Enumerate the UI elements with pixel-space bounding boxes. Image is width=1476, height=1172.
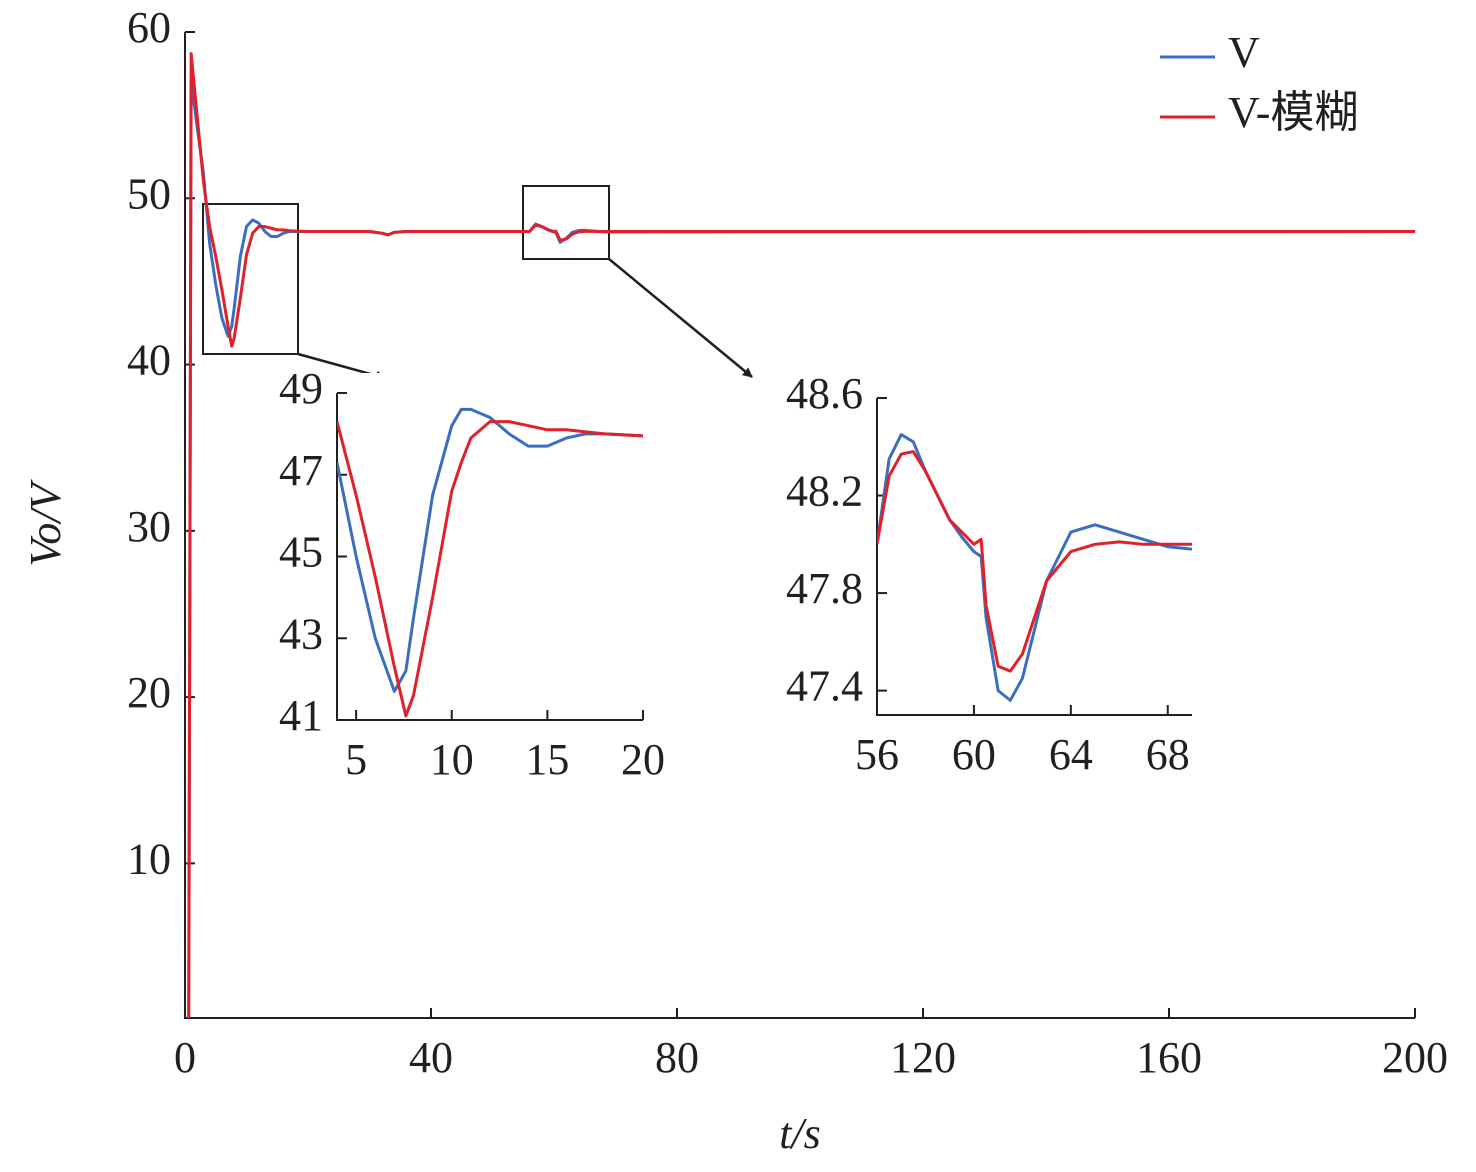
x-tick-label: 0 (174, 1033, 196, 1082)
series-line (877, 433, 1192, 702)
x-tick-label: 10 (430, 735, 474, 784)
plot-area (877, 433, 1192, 702)
x-tick-label: 15 (525, 735, 569, 784)
y-tick-label: 41 (279, 691, 323, 740)
y-tick-label: 45 (279, 528, 323, 577)
y-tick-label: 60 (127, 3, 171, 52)
plot-area (337, 407, 643, 718)
y-tick-label: 20 (127, 668, 171, 717)
zoom-box (522, 185, 610, 260)
y-tick-label: 40 (127, 336, 171, 385)
series-line (337, 420, 643, 718)
x-axis-label: t/s (779, 1109, 821, 1158)
x-tick-label: 40 (409, 1033, 453, 1082)
y-tick-label: 30 (127, 502, 171, 551)
y-tick-label: 48.6 (786, 369, 863, 418)
plot-area (187, 52, 1415, 1018)
inset-background (267, 373, 663, 780)
x-tick-label: 200 (1382, 1033, 1448, 1082)
x-tick-label: 56 (855, 730, 899, 779)
y-tick-label: 49 (279, 364, 323, 413)
y-axis-label: Vo/V (21, 478, 70, 566)
legend-label: V (1228, 28, 1260, 77)
zoom-arrow (608, 258, 753, 378)
series-line (877, 450, 1192, 673)
y-tick-label: 10 (127, 834, 171, 883)
x-tick-label: 64 (1049, 730, 1093, 779)
x-tick-label: 160 (1136, 1033, 1202, 1082)
x-tick-label: 5 (345, 735, 367, 784)
y-tick-label: 47.4 (786, 662, 863, 711)
inset-background (807, 378, 1212, 775)
series-line (187, 52, 1415, 1018)
series-line (337, 407, 643, 693)
x-tick-label: 80 (655, 1033, 699, 1082)
y-tick-label: 48.2 (786, 467, 863, 516)
y-tick-label: 47.8 (786, 564, 863, 613)
legend-label: V-模糊 (1228, 88, 1358, 137)
x-tick-label: 20 (621, 735, 665, 784)
y-tick-label: 50 (127, 169, 171, 218)
x-tick-label: 68 (1146, 730, 1190, 779)
y-tick-label: 47 (279, 446, 323, 495)
x-tick-label: 120 (890, 1033, 956, 1082)
zoom-box (202, 203, 299, 355)
x-tick-label: 60 (952, 730, 996, 779)
y-tick-label: 43 (279, 609, 323, 658)
